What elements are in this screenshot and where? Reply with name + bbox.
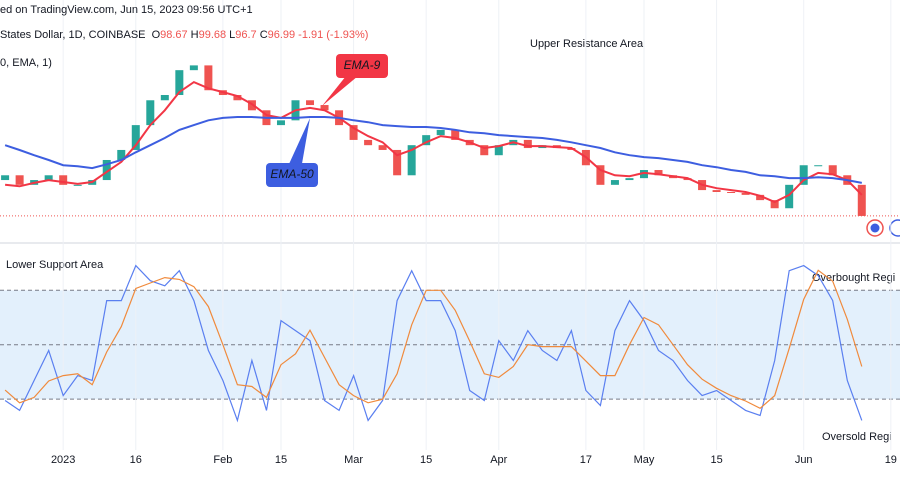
x-tick-label: 16	[130, 454, 142, 466]
candle-body	[15, 175, 24, 185]
candle-body	[73, 184, 82, 186]
candle-body	[770, 200, 779, 209]
x-tick-label: 15	[275, 454, 287, 466]
candle-body	[117, 149, 126, 160]
candle-body	[44, 175, 53, 181]
candle-body	[175, 70, 184, 96]
candle-body	[131, 125, 140, 150]
candle-body	[1, 175, 10, 181]
ohlc-letter: O	[151, 29, 161, 41]
candle-body	[596, 165, 605, 185]
candle-body	[233, 95, 242, 101]
callout-box	[336, 54, 388, 78]
symbol: States Dollar, 1D, COINBASE	[0, 29, 146, 41]
callout-pointer	[284, 118, 310, 175]
ohlc-letter: L	[229, 29, 236, 41]
candle-body	[393, 149, 402, 176]
candle-body	[799, 165, 808, 185]
candle-body	[857, 184, 866, 216]
candle-body	[741, 192, 750, 195]
x-tick-label: 19	[885, 454, 897, 466]
x-tick-label: 15	[420, 454, 432, 466]
candle-body	[349, 125, 358, 140]
annotation: Oversold Regi	[822, 431, 892, 443]
callout-box	[266, 163, 318, 187]
candle-body	[364, 139, 373, 146]
candle-body	[320, 105, 329, 111]
annotation: Upper Resistance Area	[530, 38, 644, 50]
candle-body	[727, 192, 736, 193]
candle-body	[160, 95, 169, 101]
candle-body	[189, 65, 198, 71]
ohlc-item: L96.7	[229, 29, 257, 41]
candle-body	[276, 120, 285, 126]
x-tick-label: 17	[580, 454, 592, 466]
x-tick-label: May	[634, 454, 655, 466]
candle-body	[480, 145, 489, 156]
candle-body	[422, 135, 431, 146]
candle-body	[654, 170, 663, 176]
candle-body	[785, 184, 794, 209]
event-icon	[870, 223, 880, 233]
x-tick-label: 15	[710, 454, 722, 466]
candle-body	[407, 145, 416, 176]
candle-body	[59, 175, 68, 185]
candle-body	[494, 145, 503, 156]
ohlc-letter: H	[190, 29, 199, 41]
callout-label: EMA-50	[270, 167, 314, 181]
candle-body	[712, 190, 721, 192]
x-tick-label: Feb	[213, 454, 232, 466]
ohlc-letter: C	[259, 29, 268, 41]
candle-body	[451, 129, 460, 140]
header-source: ed on TradingView.com, Jun 15, 2023 09:5…	[0, 4, 253, 16]
candle-body	[828, 165, 837, 176]
x-tick-label: Apr	[490, 454, 507, 466]
change-pct: (-1.93%)	[326, 29, 369, 41]
candle-body	[378, 145, 387, 150]
candle-body	[523, 139, 532, 149]
x-tick-label: 2023	[51, 454, 75, 466]
candle-body	[102, 159, 111, 181]
candle-body	[814, 165, 823, 167]
candle-body	[436, 129, 445, 136]
ohlc-value: 96.7	[235, 29, 257, 41]
candle-body	[204, 65, 213, 91]
candle-body	[610, 180, 619, 185]
ohlc-item: C96.99	[260, 29, 295, 41]
ohlc-value: 99.68	[198, 29, 227, 41]
callout-label: EMA-9	[344, 58, 381, 72]
header-symbol: States Dollar, 1D, COINBASE O98.67 H99.68…	[0, 29, 371, 41]
ema-line	[4, 116, 862, 184]
candle-body	[625, 178, 634, 181]
annotation: Lower Support Area	[6, 259, 104, 271]
event-icon	[889, 219, 900, 237]
oscillator-line	[4, 269, 863, 410]
annotation: Overbought Regi	[812, 272, 895, 284]
x-tick-label: Jun	[795, 454, 813, 466]
ohlc-item: O98.67	[152, 29, 188, 41]
ohlc-item: H99.68	[191, 29, 226, 41]
ohlc-value: 98.67	[160, 29, 188, 41]
ema-line	[4, 80, 863, 204]
ohlc-value: 96.99	[267, 29, 296, 41]
change: -1.91	[298, 29, 324, 41]
candle-body	[306, 100, 315, 106]
candle-body	[756, 194, 765, 201]
x-tick-label: Mar	[344, 454, 363, 466]
candle-body	[146, 100, 155, 126]
oscillator-line	[4, 264, 863, 423]
indicator-label: 0, EMA, 1)	[0, 57, 52, 69]
candle-body	[639, 170, 648, 179]
